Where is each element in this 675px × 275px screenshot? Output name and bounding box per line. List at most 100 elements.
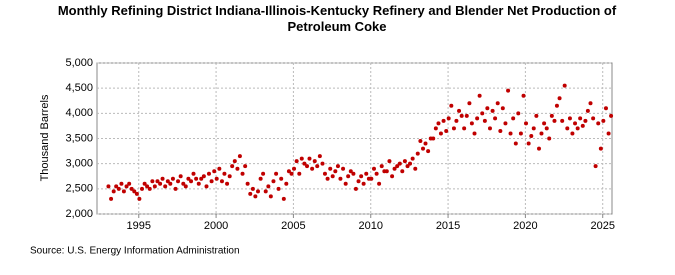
chart-title: Monthly Refining District Indiana-Illino… bbox=[57, 3, 617, 34]
data-point bbox=[253, 194, 258, 199]
data-point bbox=[289, 171, 294, 176]
data-point bbox=[500, 106, 505, 111]
data-point bbox=[191, 171, 196, 176]
data-point bbox=[307, 156, 312, 161]
data-point bbox=[173, 186, 178, 191]
data-point bbox=[583, 118, 588, 123]
data-point bbox=[384, 169, 389, 174]
data-point bbox=[124, 184, 129, 189]
data-point bbox=[183, 184, 188, 189]
data-point bbox=[106, 184, 111, 189]
data-point bbox=[516, 111, 521, 116]
data-point bbox=[511, 116, 516, 121]
data-point bbox=[284, 181, 289, 186]
data-point bbox=[377, 181, 382, 186]
data-point bbox=[353, 186, 358, 191]
data-point bbox=[495, 101, 500, 106]
data-point bbox=[490, 108, 495, 113]
data-point bbox=[217, 166, 222, 171]
data-point bbox=[557, 96, 562, 101]
data-point bbox=[482, 118, 487, 123]
data-point bbox=[243, 164, 248, 169]
data-point bbox=[531, 126, 536, 131]
data-point bbox=[137, 196, 142, 201]
data-point bbox=[333, 169, 338, 174]
data-point bbox=[601, 118, 606, 123]
data-point bbox=[121, 189, 126, 194]
source-note: Source: U.S. Energy Information Administ… bbox=[30, 246, 240, 257]
data-point bbox=[565, 126, 570, 131]
data-point bbox=[348, 169, 353, 174]
data-point bbox=[268, 194, 273, 199]
data-point bbox=[421, 146, 426, 151]
data-point bbox=[529, 133, 534, 138]
y-tick-label: 4,000 bbox=[65, 107, 93, 119]
data-point bbox=[395, 164, 400, 169]
data-point bbox=[194, 176, 199, 181]
data-point bbox=[408, 161, 413, 166]
data-point bbox=[418, 139, 423, 144]
data-point bbox=[176, 179, 181, 184]
data-point bbox=[518, 131, 523, 136]
data-point bbox=[371, 166, 376, 171]
data-point bbox=[552, 118, 557, 123]
data-point bbox=[506, 88, 511, 93]
y-tick-label: 3,000 bbox=[65, 158, 93, 170]
data-point bbox=[147, 186, 152, 191]
y-tick-label: 3,500 bbox=[65, 132, 93, 144]
data-point bbox=[168, 181, 173, 186]
data-point bbox=[433, 126, 438, 131]
data-point bbox=[258, 176, 263, 181]
data-point bbox=[114, 184, 119, 189]
data-point bbox=[335, 164, 340, 169]
data-point bbox=[454, 118, 459, 123]
data-point bbox=[405, 164, 410, 169]
data-point bbox=[477, 93, 482, 98]
x-tick-label: 2000 bbox=[204, 220, 228, 232]
data-point bbox=[158, 181, 163, 186]
data-point bbox=[526, 141, 531, 146]
data-point bbox=[480, 111, 485, 116]
data-point bbox=[410, 156, 415, 161]
data-point bbox=[542, 121, 547, 126]
data-point bbox=[585, 108, 590, 113]
data-point bbox=[227, 174, 232, 179]
data-point bbox=[271, 179, 276, 184]
data-point bbox=[305, 164, 310, 169]
data-point bbox=[472, 131, 477, 136]
data-point bbox=[549, 113, 554, 118]
data-point bbox=[266, 184, 271, 189]
data-point bbox=[593, 164, 598, 169]
data-point bbox=[225, 181, 230, 186]
data-point bbox=[554, 103, 559, 108]
data-point bbox=[212, 169, 217, 174]
data-point bbox=[361, 181, 366, 186]
data-point bbox=[240, 171, 245, 176]
data-point bbox=[297, 171, 302, 176]
data-point bbox=[436, 121, 441, 126]
x-tick-label: 2005 bbox=[281, 220, 305, 232]
data-point bbox=[150, 179, 155, 184]
data-point bbox=[402, 159, 407, 164]
data-point bbox=[165, 179, 170, 184]
data-point bbox=[111, 189, 116, 194]
data-point bbox=[214, 176, 219, 181]
x-tick-label: 2010 bbox=[358, 220, 382, 232]
data-point bbox=[132, 189, 137, 194]
data-point bbox=[467, 101, 472, 106]
data-point bbox=[274, 171, 279, 176]
data-point bbox=[196, 181, 201, 186]
data-point bbox=[320, 161, 325, 166]
data-point bbox=[140, 186, 145, 191]
data-point bbox=[575, 126, 580, 131]
data-point bbox=[155, 179, 160, 184]
data-point bbox=[235, 166, 240, 171]
data-point bbox=[598, 146, 603, 151]
data-point bbox=[255, 189, 260, 194]
data-point bbox=[379, 164, 384, 169]
data-point bbox=[152, 184, 157, 189]
data-point bbox=[537, 146, 542, 151]
data-point bbox=[341, 166, 346, 171]
data-point bbox=[573, 121, 578, 126]
